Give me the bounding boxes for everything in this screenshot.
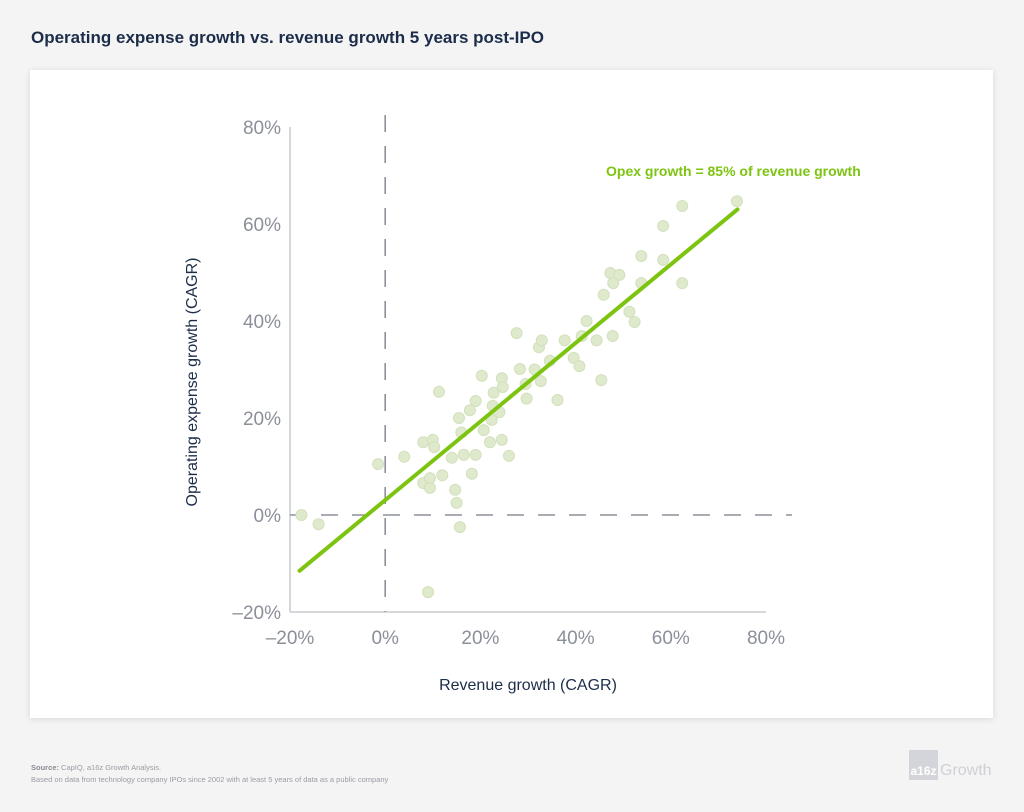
y-axis-label: Operating expense growth (CAGR) xyxy=(184,258,201,507)
data-point xyxy=(496,380,509,393)
data-point xyxy=(607,277,620,290)
data-point xyxy=(551,394,564,407)
data-point xyxy=(312,518,325,531)
data-point xyxy=(475,369,488,382)
data-point xyxy=(453,521,466,534)
data-point xyxy=(597,288,610,301)
data-point xyxy=(730,195,743,208)
data-point xyxy=(469,395,482,408)
trendline-annotation: Opex growth = 85% of revenue growth xyxy=(606,163,861,179)
y-tick-label: 40% xyxy=(243,312,281,333)
data-point xyxy=(635,250,648,263)
data-point xyxy=(487,386,500,399)
data-point xyxy=(580,315,593,327)
x-axis-label: Revenue growth (CAGR) xyxy=(439,677,617,694)
data-point xyxy=(483,436,496,449)
data-points xyxy=(295,195,743,599)
trendline xyxy=(297,207,740,573)
y-tick-label: –20% xyxy=(232,603,281,624)
data-point xyxy=(452,412,465,424)
data-point xyxy=(436,469,449,482)
data-point xyxy=(573,360,586,373)
data-point xyxy=(465,467,478,480)
y-tick-label: 80% xyxy=(243,118,281,139)
data-point xyxy=(463,404,476,417)
data-point xyxy=(450,496,463,509)
y-tick-label: 20% xyxy=(243,409,281,430)
data-point xyxy=(510,327,523,340)
y-tick-label: 60% xyxy=(243,215,281,236)
data-point xyxy=(495,433,508,446)
footer-note: Based on data from technology company IP… xyxy=(31,775,389,784)
data-point xyxy=(449,483,462,496)
data-point xyxy=(606,330,619,343)
data-point xyxy=(372,458,385,471)
data-point xyxy=(422,586,435,599)
data-point xyxy=(520,392,533,405)
data-point xyxy=(613,268,626,281)
chart-title: Operating expense growth vs. revenue gro… xyxy=(31,28,544,47)
data-point xyxy=(502,449,515,462)
data-point xyxy=(558,334,571,347)
data-point xyxy=(477,424,490,437)
data-point xyxy=(657,219,670,232)
x-tick-label: 40% xyxy=(557,628,595,649)
logo-mark: a16z xyxy=(909,750,938,780)
x-tick-label: 0% xyxy=(371,628,399,649)
data-point xyxy=(445,451,458,464)
y-tick-label: 0% xyxy=(254,506,282,527)
data-point xyxy=(428,441,441,454)
data-point xyxy=(534,375,547,388)
data-point xyxy=(423,472,436,485)
data-point xyxy=(295,509,308,521)
data-point xyxy=(469,448,482,461)
data-point xyxy=(567,351,580,364)
x-tick-label: 80% xyxy=(747,628,785,649)
data-point xyxy=(590,334,603,347)
logo-word: Growth xyxy=(940,762,992,779)
data-point xyxy=(595,374,608,387)
x-tick-label: 20% xyxy=(461,628,499,649)
data-point xyxy=(457,448,470,461)
data-point xyxy=(398,450,411,463)
data-point xyxy=(676,200,689,213)
data-point xyxy=(623,305,636,318)
data-point xyxy=(657,253,670,266)
data-point xyxy=(513,363,526,376)
x-tick-label: –20% xyxy=(266,628,315,649)
a16z-growth-logo: a16z Growth xyxy=(909,750,992,780)
footer-source: Source: CapIQ, a16z Growth Analysis. Bas… xyxy=(31,762,388,786)
data-point xyxy=(628,315,641,328)
axes xyxy=(289,115,792,613)
data-point xyxy=(432,385,445,398)
source-text: CapIQ, a16z Growth Analysis. xyxy=(61,763,162,772)
source-label: Source: xyxy=(31,763,59,772)
data-point xyxy=(676,277,689,290)
data-point xyxy=(535,334,548,347)
x-tick-label: 60% xyxy=(652,628,690,649)
